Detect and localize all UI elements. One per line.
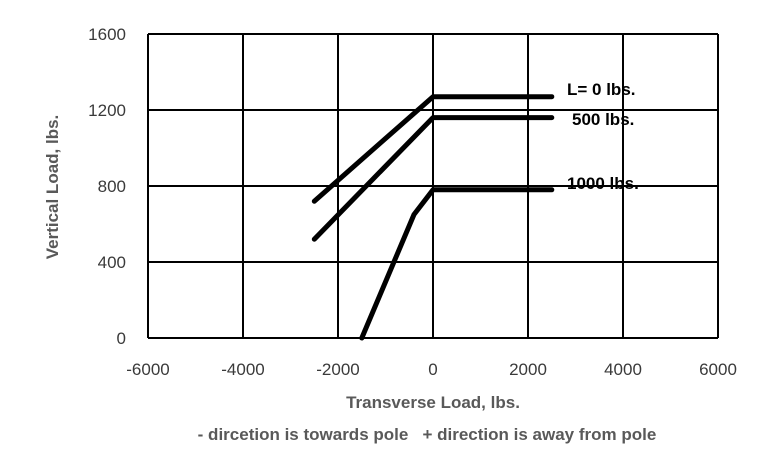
x-tick-label: 2000: [509, 360, 547, 379]
x-tick-label: -4000: [221, 360, 264, 379]
x-tick-label: 6000: [699, 360, 737, 379]
x-tick-label: 4000: [604, 360, 642, 379]
grid: [147, 33, 719, 339]
series-label: L= 0 lbs.: [567, 80, 636, 99]
y-tick-label: 800: [98, 177, 126, 196]
series-line: [359, 187, 555, 341]
series-labels: L= 0 lbs. 500 lbs. 1000 lbs.: [567, 80, 639, 193]
series-line: [311, 115, 555, 242]
direction-note: - dircetion is towards pole + direction …: [198, 425, 657, 444]
y-tick-label: 1200: [88, 101, 126, 120]
y-axis-title: Vertical Load, lbs.: [43, 115, 62, 260]
x-tick-label: 0: [428, 360, 437, 379]
series-line: [311, 94, 555, 204]
x-tick-label: -2000: [316, 360, 359, 379]
y-tick-label: 0: [117, 329, 126, 348]
series-label: 1000 lbs.: [567, 174, 639, 193]
series-label: 500 lbs.: [572, 110, 634, 129]
y-tick-label: 1600: [88, 25, 126, 44]
x-axis-title: Transverse Load, lbs.: [346, 393, 520, 412]
tick-labels: -6000 -4000 -2000 0 2000 4000 6000 0 400 800 1200 1…: [88, 25, 737, 379]
series-lines: [311, 94, 555, 341]
x-tick-label: -6000: [126, 360, 169, 379]
y-tick-label: 400: [98, 253, 126, 272]
